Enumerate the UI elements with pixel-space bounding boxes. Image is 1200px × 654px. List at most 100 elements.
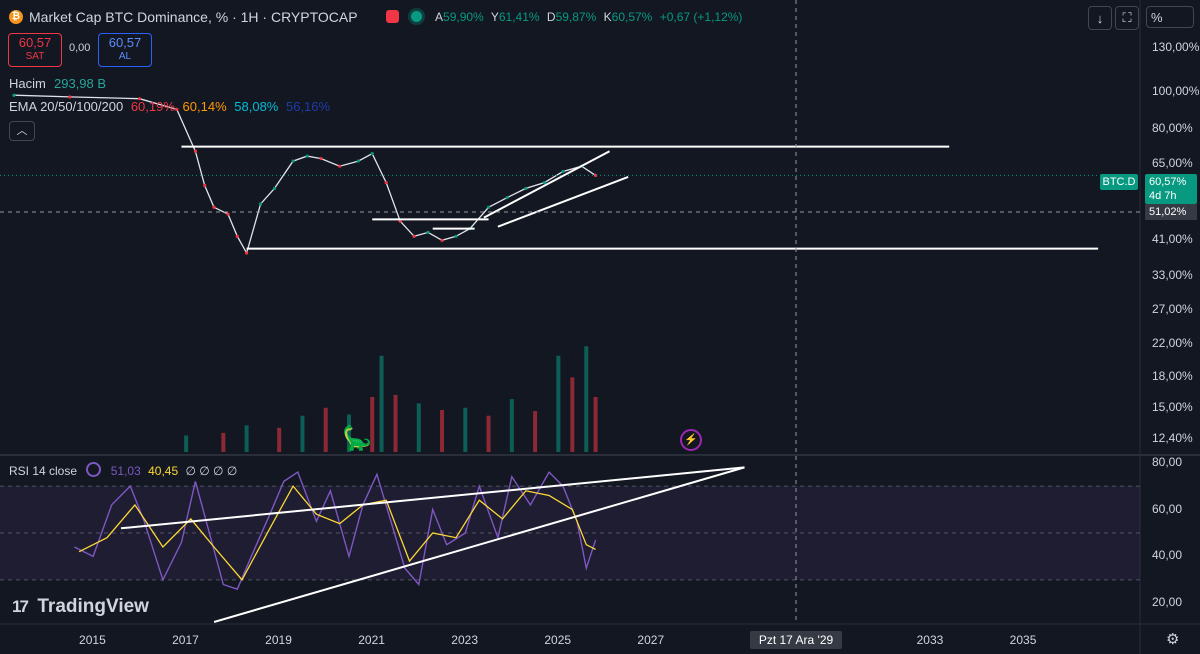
time-tick-label: 2023: [451, 633, 478, 647]
price-point: [319, 156, 323, 161]
price-point: [593, 173, 598, 177]
buy-button[interactable]: 60,57 AL: [98, 33, 152, 67]
time-tick-label: 2035: [1009, 633, 1037, 647]
download-button[interactable]: ↓: [1088, 6, 1112, 30]
volume-bar: [593, 397, 598, 452]
price-tick-label: 80,00%: [1152, 121, 1193, 136]
fullscreen-icon: ⛶: [1122, 10, 1132, 25]
price-point: [412, 234, 416, 238]
buy-price: 60,57: [108, 35, 142, 50]
price-tick-label: 33,00%: [1152, 268, 1193, 283]
bell-icon[interactable]: [386, 10, 399, 23]
price-point: [561, 169, 565, 174]
trendline-6: [120, 466, 745, 530]
rsi-tick-label: 80,00: [1152, 454, 1183, 469]
time-tick-label: 2021: [358, 633, 385, 647]
price-point: [384, 180, 388, 185]
symbol-title[interactable]: Market Cap BTC Dominance, % · 1H · CRYPT…: [29, 9, 358, 25]
market-status-icon: [411, 11, 422, 22]
price-tick-label: 41,00%: [1152, 232, 1193, 247]
volume-bar: [509, 399, 514, 452]
price-point: [356, 159, 360, 163]
rsi-tick-label: 60,00: [1152, 501, 1183, 516]
sell-button[interactable]: 60,57 SAT: [8, 33, 62, 67]
price-tick-label: 12,40%: [1152, 431, 1193, 446]
fullscreen-button[interactable]: ⛶: [1115, 6, 1139, 30]
price-point: [212, 205, 216, 209]
ema-50-value: 60,14%: [182, 99, 227, 114]
lightning-icon[interactable]: ⚡: [680, 429, 702, 451]
tradingview-mark-icon: 17: [12, 597, 29, 616]
price-point: [370, 152, 374, 156]
price-point: [338, 164, 342, 168]
price-point: [226, 212, 230, 216]
price-point: [12, 93, 16, 97]
close-value: 60,57%: [611, 10, 653, 24]
ohlc-values: A59,90% Y61,41% D59,87% K60,57% +0,67 (+…: [435, 10, 742, 24]
collapse-legend-button[interactable]: ︿: [9, 121, 35, 141]
rsi-tick-label: 40,00: [1152, 548, 1183, 563]
volume-bar: [440, 409, 445, 452]
trendline-5: [497, 175, 629, 228]
price-point: [305, 154, 309, 158]
ema-100-value: 58,08%: [234, 99, 279, 114]
rsi-legend[interactable]: RSI 14 close 51,03 40,45 ∅ ∅ ∅ ∅: [9, 462, 237, 478]
spread-value: 0,00: [69, 42, 91, 54]
time-tick-label: 2019: [265, 633, 292, 647]
open-key: A: [435, 10, 444, 24]
price-point: [175, 107, 179, 112]
price-point: [426, 230, 430, 234]
volume-bar: [584, 346, 589, 452]
arrow-down-icon: ↓: [1096, 10, 1104, 26]
trendline-4: [483, 150, 611, 219]
volume-bar: [393, 394, 398, 452]
price-point: [505, 195, 509, 200]
volume-bar: [570, 377, 575, 452]
rsi-loading-icon: [86, 462, 102, 477]
low-value: 59,87%: [555, 10, 597, 24]
price-point: [193, 149, 198, 153]
time-tick-label: 2025: [544, 633, 572, 647]
price-point: [203, 183, 207, 188]
price-point: [454, 234, 458, 238]
current-price-value: 60,57%: [1149, 176, 1187, 188]
volume-bar: [221, 432, 226, 452]
tradingview-logo: 17 TradingView: [12, 596, 149, 618]
price-point: [272, 186, 277, 191]
price-tick-label: 65,00%: [1152, 155, 1193, 170]
volume-bar: [379, 355, 384, 452]
volume-bar: [346, 414, 351, 452]
price-tick-label: 27,00%: [1152, 301, 1193, 316]
price-point: [235, 234, 239, 238]
volume-bar: [416, 403, 421, 452]
crosshair-price-tag: 51,02%: [1145, 204, 1197, 220]
close-key: K: [603, 10, 612, 24]
chevron-up-icon: ︿: [16, 125, 28, 137]
rsi-label: RSI 14 close: [9, 464, 78, 478]
percent-scale-button[interactable]: %: [1146, 6, 1194, 28]
high-value: 61,41%: [498, 10, 540, 24]
btc-symbol-icon: ₿: [9, 10, 23, 24]
time-tick-label: 2017: [172, 633, 199, 647]
ema-legend[interactable]: EMA 20/50/100/200 60,19% 60,14% 58,08% 5…: [9, 99, 330, 114]
time-tick-label: 2027: [637, 633, 665, 647]
volume-bar: [300, 415, 305, 452]
ema-200-value: 56,16%: [285, 99, 331, 114]
price-tick-label: 22,00%: [1152, 335, 1193, 350]
buy-label: AL: [118, 51, 132, 62]
price-point: [258, 202, 263, 206]
dino-icon: 🦕: [342, 425, 372, 452]
price-point: [524, 186, 528, 191]
high-key: Y: [490, 10, 499, 24]
settings-button[interactable]: ⚙: [1166, 632, 1182, 648]
volume-bar: [463, 407, 468, 452]
volume-label[interactable]: Hacim: [9, 76, 46, 91]
price-point: [542, 180, 547, 185]
rsi-tick-label: 20,00: [1152, 595, 1183, 610]
time-tick-label: 2015: [79, 633, 106, 647]
price-tick-label: 15,00%: [1152, 399, 1193, 414]
gear-icon: ⚙: [1166, 631, 1180, 648]
time-tick-label: 2033: [916, 633, 944, 647]
